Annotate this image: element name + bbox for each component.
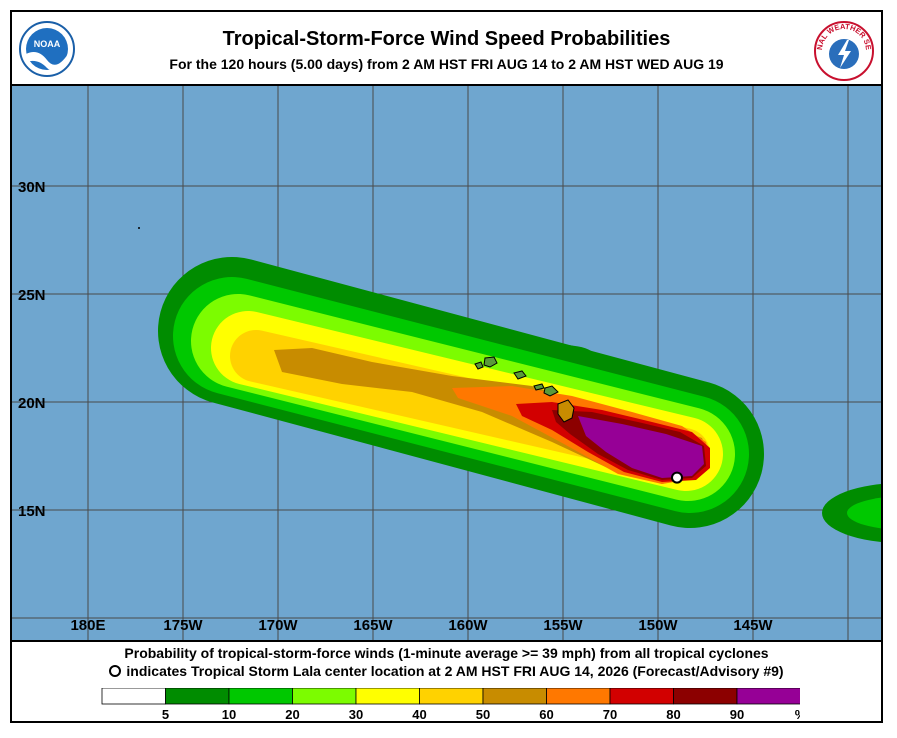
hawaiian-islands: [474, 356, 575, 423]
legend-label: 5: [162, 707, 169, 722]
legend-label: 40: [412, 707, 426, 722]
noaa-logo-icon: NOAA: [19, 21, 75, 77]
probability-map: 30N 25N 20N 15N 180E 175W 170W 165W 160W 155W 150…: [12, 84, 881, 642]
latitude-label: 20N: [18, 395, 46, 412]
longitude-label: 150W: [638, 617, 678, 634]
legend-swatch: [673, 688, 738, 705]
longitude-labels: 180E 175W 170W 165W 160W 155W 150W 145W: [70, 617, 773, 634]
legend-label: 50: [476, 707, 490, 722]
island-molokai: [533, 383, 545, 391]
legend-swatch: [101, 688, 166, 705]
island-kauai: [483, 356, 498, 368]
storm-center-legend-icon: [109, 665, 122, 677]
legend-swatch: [609, 688, 674, 705]
caption-storm-center: indicates Tropical Storm Lala center loc…: [12, 663, 881, 679]
legend-swatch: [482, 688, 547, 705]
longitude-label: 160W: [448, 617, 488, 634]
legend-swatch: [546, 688, 611, 705]
longitude-label: 170W: [258, 617, 298, 634]
latitude-label: 30N: [18, 179, 46, 196]
page-subtitle: For the 120 hours (5.00 days) from 2 AM …: [169, 56, 724, 72]
probability-swath: [158, 257, 881, 542]
latitude-labels: 30N 25N 20N 15N: [18, 179, 46, 520]
legend-swatch: [736, 688, 800, 705]
legend-label: 10: [222, 707, 236, 722]
longitude-label: 155W: [543, 617, 583, 634]
island-big-island: [557, 399, 575, 423]
island-oahu: [513, 370, 527, 380]
legend-swatch: [228, 688, 293, 705]
probability-legend: 5 10 20 30 40 50 60 70 80 90%: [101, 688, 800, 722]
legend-swatch: [355, 688, 420, 705]
header: NOAA Tropical-Storm-Force Wind Speed Pro…: [12, 12, 881, 84]
page-title: Tropical-Storm-Force Wind Speed Probabil…: [222, 28, 671, 50]
legend-label: %: [795, 707, 800, 722]
longitude-label: 180E: [70, 617, 105, 634]
legend-swatch: [419, 688, 484, 705]
storm-center-marker: [671, 471, 683, 484]
legend-label: 20: [285, 707, 299, 722]
legend-swatch: [292, 688, 357, 705]
legend-label: 90: [730, 707, 744, 722]
legend-label: 70: [603, 707, 617, 722]
longitude-label: 165W: [353, 617, 393, 634]
nws-logo-icon: NATIONAL WEATHER SERVICE: [813, 20, 874, 81]
svg-text:NOAA: NOAA: [34, 39, 61, 49]
island-niihau: [474, 361, 484, 370]
legend-label: 60: [539, 707, 553, 722]
latitude-label: 25N: [18, 287, 46, 304]
longitude-label: 175W: [163, 617, 203, 634]
latitude-label: 15N: [18, 503, 46, 520]
map-canvas: 30N 25N 20N 15N 180E 175W 170W 165W 160W 155W 150…: [12, 86, 881, 640]
caption-probability: Probability of tropical-storm-force wind…: [124, 645, 769, 661]
longitude-label: 145W: [733, 617, 773, 634]
band-90-100: [578, 416, 704, 478]
footer: Probability of tropical-storm-force wind…: [12, 642, 881, 722]
legend-label: 30: [349, 707, 363, 722]
product-frame: NOAA Tropical-Storm-Force Wind Speed Pro…: [10, 10, 883, 723]
eastern-system-swath: [822, 484, 881, 542]
island-maui: [543, 385, 559, 397]
legend-label: 80: [666, 707, 680, 722]
legend-swatch: [165, 688, 230, 705]
